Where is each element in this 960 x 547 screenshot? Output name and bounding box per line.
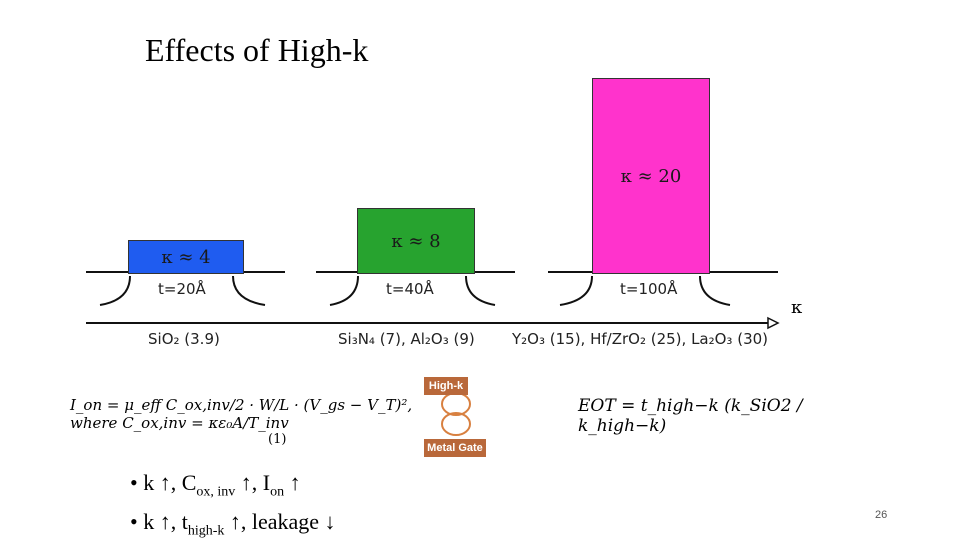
gate-mid-k: κ ≈ 8 bbox=[357, 208, 475, 274]
bullet-1-sub2: on bbox=[270, 484, 285, 500]
bullet-2-sub: high-k bbox=[187, 523, 225, 539]
bullet-item-1: • k ↑, Cox, inv ↑, Ion ↑ bbox=[130, 470, 301, 500]
gate-sio2-kappa: κ ≈ 4 bbox=[161, 246, 211, 268]
bullet-list: • k ↑, Cox, inv ↑, Ion ↑ • k ↑, thigh-k … bbox=[130, 468, 336, 547]
materials-2: Si₃N₄ (7), Al₂O₃ (9) bbox=[338, 330, 475, 348]
bullet-2-prefix: k ↑, t bbox=[143, 509, 188, 535]
ion-equation-text: I_on = μ_eff C_ox,inv/2 · W/L · (V_gs − … bbox=[70, 396, 413, 432]
thickness-label-1: t=20Å bbox=[158, 280, 206, 298]
bullet-1-sub: ox, inv bbox=[196, 484, 236, 500]
gate-sio2: κ ≈ 4 bbox=[128, 240, 244, 274]
bullet-1-prefix: k ↑, C bbox=[143, 470, 197, 495]
ion-equation: I_on = μ_eff C_ox,inv/2 · W/L · (V_gs − … bbox=[70, 396, 430, 432]
highlight-circle bbox=[441, 392, 471, 416]
eot-equation-text: EOT = t_high−k (k_SiO2 / k_high−k) bbox=[578, 396, 803, 436]
eot-equation: EOT = t_high−k (k_SiO2 / k_high−k) bbox=[578, 396, 808, 436]
gate-high-k: κ ≈ 20 bbox=[592, 78, 710, 274]
materials-3: Y₂O₃ (15), Hf/ZrO₂ (25), La₂O₃ (30) bbox=[512, 330, 769, 348]
highlight-circle-2 bbox=[441, 412, 471, 436]
bullet-2-mid: ↑, leakage ↓ bbox=[224, 509, 336, 535]
gate-high-k-kappa: κ ≈ 20 bbox=[620, 165, 682, 187]
materials-1: SiO₂ (3.9) bbox=[148, 330, 220, 348]
bullet-1-mid: ↑, I bbox=[235, 470, 271, 495]
metal-gate-tag: Metal Gate bbox=[424, 439, 486, 457]
bullet-1-suffix: ↑ bbox=[284, 470, 301, 495]
bullet-item-2: • k ↑, thigh-k ↑, leakage ↓ bbox=[130, 509, 336, 539]
high-k-tag: High-k bbox=[424, 377, 468, 395]
thickness-label-2: t=40Å bbox=[386, 280, 434, 298]
gate-mid-k-kappa: κ ≈ 8 bbox=[391, 230, 441, 252]
thickness-label-3: t=100Å bbox=[620, 280, 678, 298]
page-number: 26 bbox=[875, 509, 888, 521]
kappa-axis-arrow bbox=[767, 316, 780, 330]
kappa-axis-label: κ bbox=[791, 297, 803, 318]
ion-equation-number: (1) bbox=[268, 432, 287, 447]
slide-title: Effects of High-k bbox=[145, 32, 369, 68]
